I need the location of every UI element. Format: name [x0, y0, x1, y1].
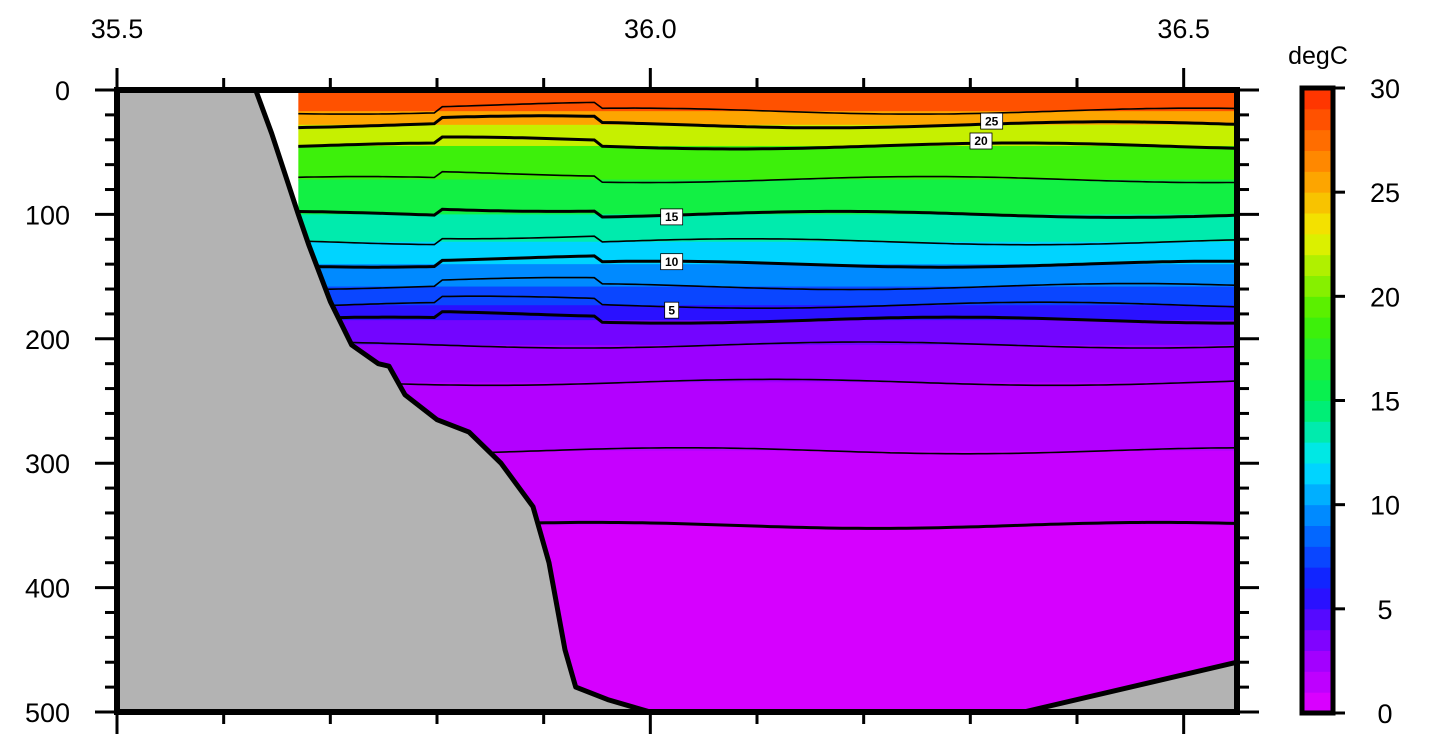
contour-label: 20 — [969, 132, 993, 150]
svg-text:25: 25 — [985, 114, 999, 128]
colorbar-segment — [1302, 171, 1333, 193]
x-tick-label: 36.0 — [624, 14, 677, 44]
y-axis-tick-labels: 0 100 200 300 400 500 — [25, 76, 70, 728]
contour-label: 25 — [980, 112, 1004, 130]
colorbar-segment — [1302, 525, 1333, 547]
colorbar-segment — [1302, 588, 1333, 610]
colorbar-unit-label: degC — [1288, 42, 1348, 70]
colorbar-segment — [1302, 671, 1333, 693]
isotherm-line — [298, 341, 1235, 349]
colorbar-tick-label: 25 — [1370, 178, 1400, 208]
colorbar-segment — [1302, 129, 1333, 151]
colorbar-segment — [1302, 192, 1333, 214]
colorbar-segment — [1302, 358, 1333, 381]
isotherm-line — [298, 235, 1235, 246]
temperature-band — [298, 90, 1237, 113]
svg-text:15: 15 — [665, 210, 679, 224]
svg-text:20: 20 — [974, 134, 988, 148]
svg-text:5: 5 — [668, 303, 675, 317]
colorbar-segment — [1302, 692, 1333, 714]
colorbar-segment — [1302, 483, 1333, 506]
colorbar: degC 0 5 10 15 20 25 30 — [1288, 42, 1400, 729]
isotherm-line — [298, 101, 1235, 115]
colorbar-segment — [1302, 88, 1333, 110]
isotherm-line — [298, 310, 1235, 325]
colorbar-tick-label: 20 — [1370, 282, 1400, 312]
colorbar-segment — [1302, 213, 1333, 235]
isotherm-line — [298, 135, 1235, 151]
x-tick-label: 35.5 — [91, 14, 144, 44]
x-axis-tick-labels: 35.5 36.0 36.5 — [91, 14, 1210, 44]
colorbar-segment — [1302, 400, 1333, 422]
isotherm-lines — [298, 101, 1235, 530]
y-tick-label: 200 — [25, 325, 70, 355]
y-tick-label: 100 — [25, 200, 70, 230]
colorbar-segment — [1302, 150, 1333, 172]
colorbar-segment — [1302, 421, 1333, 443]
colorbar-tick-label: 10 — [1370, 491, 1400, 521]
y-tick-label: 0 — [55, 76, 70, 106]
colorbar-segment — [1302, 317, 1333, 339]
plot-area — [117, 90, 1237, 712]
colorbar-segment — [1302, 504, 1333, 526]
isotherm-line — [298, 295, 1235, 309]
temperature-band — [298, 320, 1237, 347]
seafloor-right — [1021, 659, 1237, 712]
colorbar-tick-label: 0 — [1377, 699, 1392, 729]
isotherm-line — [298, 276, 1235, 291]
contour-label: 10 — [660, 253, 684, 271]
colorbar-segment — [1302, 650, 1333, 672]
colorbar-tick-label: 5 — [1377, 595, 1392, 625]
contour-label: 15 — [660, 208, 684, 226]
temperature-band — [298, 241, 1237, 266]
colorbar-tick-label: 15 — [1370, 387, 1400, 417]
y-tick-label: 400 — [25, 574, 70, 604]
y-tick-label: 500 — [25, 698, 70, 728]
isotherm-line — [298, 207, 1235, 219]
colorbar-ticks — [1333, 86, 1345, 715]
isotherm-line — [298, 254, 1235, 269]
colorbar-segment — [1302, 275, 1333, 297]
colorbar-segment — [1302, 338, 1333, 360]
isotherm-line — [298, 170, 1235, 184]
colorbar-segment — [1302, 629, 1333, 651]
colorbar-segment — [1302, 296, 1333, 318]
temperature-band — [298, 286, 1237, 307]
colorbar-segment — [1302, 546, 1333, 568]
y-tick-label: 300 — [25, 449, 70, 479]
axis-ticks — [95, 68, 1259, 734]
seafloor-left — [117, 90, 653, 712]
colorbar-segment — [1302, 108, 1333, 131]
colorbar-segment — [1302, 608, 1333, 631]
colorbar-segment — [1302, 463, 1333, 485]
colorbar-tick-label: 30 — [1370, 74, 1400, 104]
temperature-band — [298, 124, 1237, 147]
temperature-band — [298, 264, 1237, 288]
plot-frame — [114, 87, 1240, 715]
svg-text:10: 10 — [665, 255, 679, 269]
x-tick-label: 36.5 — [1157, 14, 1210, 44]
colorbar-segment — [1302, 233, 1333, 256]
colorbar-segment — [1302, 379, 1333, 401]
colorbar-segments — [1302, 88, 1333, 714]
colorbar-segment — [1302, 254, 1333, 276]
colorbar-tick-labels: 0 5 10 15 20 25 30 — [1370, 74, 1400, 729]
temperature-band — [298, 345, 1237, 384]
colorbar-segment — [1302, 442, 1333, 464]
isotherm-line — [298, 378, 1235, 387]
contour-label: 5 — [664, 301, 680, 319]
temperature-band — [298, 145, 1237, 181]
isotherm-line — [298, 114, 1235, 130]
colorbar-segment — [1302, 567, 1333, 589]
contour-labels: 25 20 15 10 5 — [660, 112, 1004, 319]
